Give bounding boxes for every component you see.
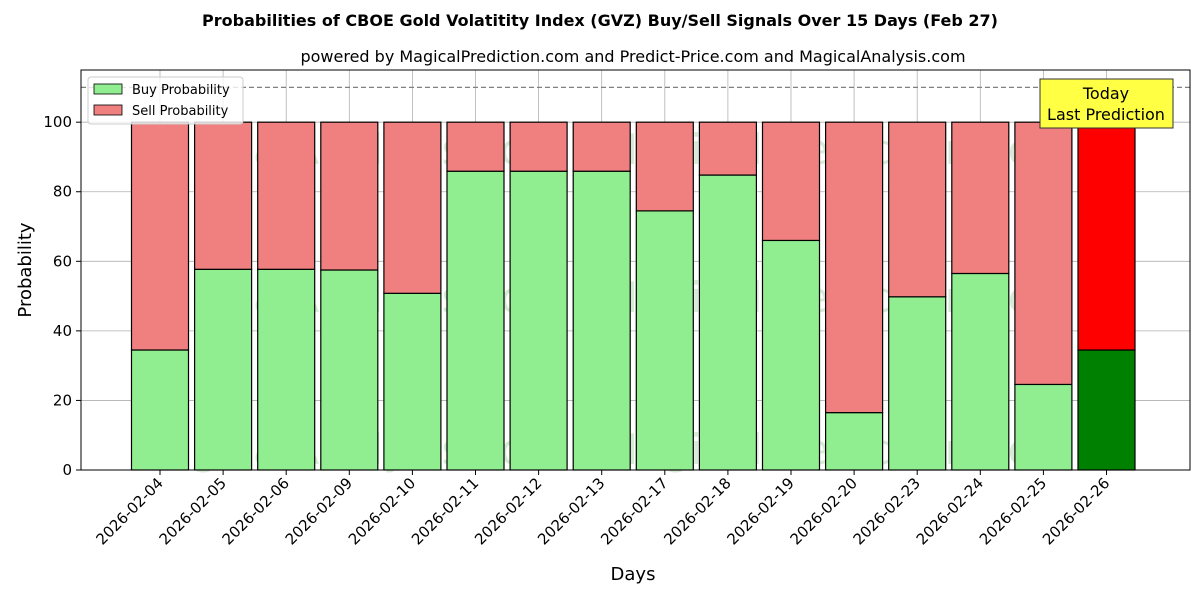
legend-swatch-sell bbox=[93, 104, 123, 116]
x-tick-label: 2026-02-11 bbox=[408, 474, 482, 548]
x-tick-label: 2026-02-19 bbox=[723, 474, 797, 548]
x-tick-label: 2026-02-04 bbox=[92, 474, 166, 548]
plot-frame bbox=[80, 69, 1191, 471]
x-axis-ticks: 2026-02-042026-02-052026-02-062026-02-09… bbox=[92, 470, 1113, 548]
x-tick-label: 2026-02-25 bbox=[976, 474, 1050, 548]
y-tick-label: 100 bbox=[43, 113, 72, 131]
bar-sell-2026-02-12 bbox=[509, 121, 568, 172]
bar-sell-2026-02-17 bbox=[635, 121, 694, 212]
y-tick-label: 20 bbox=[53, 391, 72, 409]
bar-sell-2026-02-24 bbox=[951, 121, 1010, 275]
bar-sell-2026-02-23 bbox=[888, 121, 947, 298]
legend-label-buy: Buy Probability bbox=[132, 83, 230, 98]
bar-buy-2026-02-19 bbox=[761, 239, 821, 471]
bar-buy-2026-02-26 bbox=[1077, 349, 1136, 471]
x-tick-label: 2026-02-10 bbox=[345, 474, 419, 548]
bar-sell-2026-02-06 bbox=[257, 121, 316, 270]
y-axis-label: Probability bbox=[15, 222, 36, 317]
y-axis-ticks: 0 20 40 60 80 100 bbox=[43, 113, 81, 479]
bars-layer bbox=[130, 121, 1136, 471]
x-tick-label: 2026-02-26 bbox=[1039, 474, 1113, 548]
x-tick-label: 2026-02-18 bbox=[660, 474, 734, 548]
legend-frame bbox=[87, 76, 244, 125]
bar-buy-2026-02-05 bbox=[194, 268, 253, 471]
today-annotation-line-1: Today bbox=[1082, 84, 1129, 103]
bar-buy-2026-02-20 bbox=[824, 412, 884, 471]
x-axis-label: Days bbox=[611, 564, 656, 585]
bar-sell-2026-02-18 bbox=[698, 121, 758, 176]
x-tick-label: 2026-02-17 bbox=[597, 474, 671, 548]
bar-sell-2026-02-09 bbox=[320, 121, 379, 271]
bar-buy-2026-02-09 bbox=[320, 269, 379, 471]
bar-sell-2026-02-04 bbox=[130, 121, 190, 351]
y-tick-label: 0 bbox=[62, 461, 72, 479]
x-tick-label: 2026-02-23 bbox=[850, 474, 924, 548]
bar-buy-2026-02-24 bbox=[951, 272, 1010, 471]
y-tick-label: 80 bbox=[53, 183, 72, 201]
bar-sell-2026-02-25 bbox=[1014, 121, 1073, 386]
x-tick-label: 2026-02-12 bbox=[471, 474, 545, 548]
bar-sell-2026-02-05 bbox=[194, 121, 253, 270]
bar-buy-2026-02-06 bbox=[257, 268, 316, 471]
x-tick-label: 2026-02-24 bbox=[913, 474, 987, 548]
bar-buy-2026-02-11 bbox=[446, 170, 505, 471]
y-tick-label: 60 bbox=[53, 252, 72, 270]
bar-buy-2026-02-04 bbox=[130, 349, 190, 471]
bar-buy-2026-02-23 bbox=[888, 296, 947, 471]
bar-buy-2026-02-18 bbox=[698, 174, 758, 471]
bar-buy-2026-02-25 bbox=[1014, 383, 1073, 471]
bar-sell-2026-02-10 bbox=[383, 121, 442, 294]
bar-sell-2026-02-20 bbox=[824, 121, 884, 414]
chart-subtitle: powered by MagicalPrediction.com and Pre… bbox=[300, 47, 965, 66]
bar-buy-2026-02-17 bbox=[635, 210, 694, 471]
bar-sell-2026-02-19 bbox=[761, 121, 821, 242]
x-tick-label: 2026-02-05 bbox=[156, 474, 230, 548]
bar-sell-2026-02-26 bbox=[1077, 121, 1136, 351]
bar-buy-2026-02-10 bbox=[383, 292, 442, 471]
bar-sell-2026-02-11 bbox=[446, 121, 505, 172]
today-annotation-line-2: Last Prediction bbox=[1047, 105, 1165, 124]
chart-title: Probabilities of CBOE Gold Volatitity In… bbox=[202, 11, 998, 30]
x-tick-label: 2026-02-06 bbox=[219, 474, 293, 548]
y-tick-label: 40 bbox=[53, 322, 72, 340]
today-annotation-box bbox=[1039, 78, 1174, 129]
x-tick-label: 2026-02-13 bbox=[534, 474, 608, 548]
bar-sell-2026-02-13 bbox=[572, 121, 631, 172]
bar-buy-2026-02-13 bbox=[572, 170, 631, 471]
today-annotation: Today Last Prediction bbox=[1039, 78, 1174, 129]
x-tick-label: 2026-02-20 bbox=[787, 474, 861, 548]
bar-buy-2026-02-12 bbox=[509, 170, 568, 471]
x-tick-label: 2026-02-09 bbox=[282, 474, 356, 548]
legend-label-sell: Sell Probability bbox=[132, 104, 229, 119]
legend: Buy Probability Sell Probability bbox=[87, 76, 244, 125]
legend-swatch-buy bbox=[93, 83, 123, 95]
